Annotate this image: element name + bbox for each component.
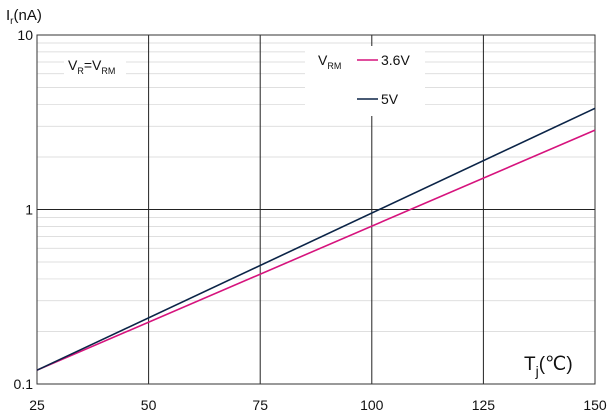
x-tick-labels: 25 50 75 100 125 150 <box>29 397 607 413</box>
legend-background <box>305 46 425 116</box>
x-tick-label: 25 <box>29 397 45 413</box>
series-line-5v <box>36 107 596 371</box>
y-tick-label: 1 <box>25 202 33 218</box>
series-line-36v <box>36 129 596 371</box>
y-tick-label: 0.1 <box>14 376 34 392</box>
series-layer <box>36 107 596 371</box>
y-axis-label: Ir(nA) <box>6 7 42 27</box>
x-tick-label: 50 <box>141 397 157 413</box>
legend-label-5v: 5V <box>381 91 399 107</box>
x-tick-label: 100 <box>360 397 384 413</box>
x-axis-label: Tj(℃) <box>524 354 573 379</box>
y-tick-labels: 0.1 1 10 <box>14 27 34 392</box>
x-tick-label: 75 <box>252 397 268 413</box>
condition-note: VR=VRM <box>68 57 115 76</box>
legend-label-3v6: 3.6V <box>381 52 410 68</box>
x-tick-label: 125 <box>472 397 496 413</box>
y-tick-label: 10 <box>17 27 33 43</box>
condition-note-bg <box>64 54 126 78</box>
x-tick-label: 150 <box>583 397 607 413</box>
legend-title: VRM <box>318 52 341 71</box>
plot-frame <box>36 34 596 385</box>
